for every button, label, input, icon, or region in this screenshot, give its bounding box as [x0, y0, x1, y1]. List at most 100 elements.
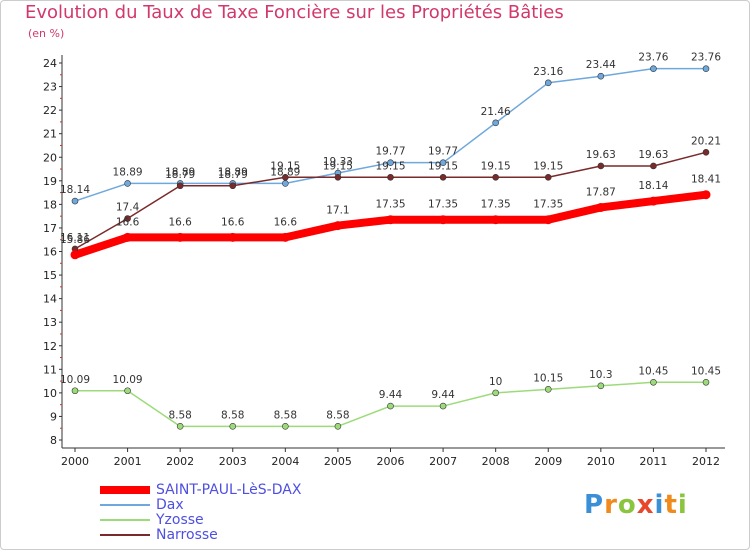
logo-letter: i: [654, 490, 665, 520]
logo-letter: r: [604, 490, 618, 520]
data-point-2: [544, 386, 552, 393]
data-point-1: [650, 65, 657, 72]
logo-letter: x: [636, 490, 655, 520]
legend-label-saint-paul: SAINT-PAUL-LèS-DAX: [156, 482, 302, 498]
data-label-0: 15.86: [60, 234, 90, 246]
data-point-3: [650, 162, 657, 170]
legend-swatch-narrosse: [100, 534, 150, 536]
legend-label-dax: Dax: [156, 497, 184, 513]
data-label-2: 10.15: [533, 372, 563, 384]
data-point-2: [71, 387, 79, 395]
y-tick-label: 11: [43, 363, 57, 376]
data-label-0: 17.87: [586, 186, 616, 198]
x-tick-label: 2000: [61, 455, 89, 468]
data-label-0: 16.6: [116, 216, 140, 228]
data-label-3: 17.4: [116, 202, 140, 214]
data-label-0: 16.6: [168, 216, 192, 228]
y-tick-label: 9: [50, 410, 57, 423]
data-point-0: [386, 215, 395, 225]
data-label-3: 19.15: [375, 160, 405, 172]
data-point-1: [492, 119, 499, 127]
data-label-3: 19.15: [533, 160, 563, 172]
x-tick-label: 2010: [587, 455, 615, 468]
data-point-0: [701, 190, 711, 200]
data-point-0: [175, 232, 185, 242]
legend-swatch-dax: [100, 504, 150, 506]
legend-swatch-yzosse: [100, 519, 150, 521]
data-point-1: [544, 79, 552, 87]
y-tick-label: 18: [43, 198, 57, 211]
data-point-2: [334, 423, 342, 430]
data-point-3: [544, 173, 552, 181]
data-point-0: [438, 215, 448, 225]
x-tick-label: 2012: [692, 455, 720, 468]
logo-letter: P: [584, 490, 605, 520]
data-point-2: [439, 402, 447, 410]
y-axis-unit-label: (en %): [28, 27, 65, 40]
data-point-1: [439, 159, 447, 166]
x-tick-label: 2005: [324, 455, 352, 468]
data-label-3: 20.21: [691, 135, 721, 147]
data-point-2: [229, 423, 237, 430]
data-point-3: [387, 173, 394, 181]
data-label-0: 17.35: [533, 199, 563, 211]
data-label-2: 10.3: [589, 369, 612, 381]
data-label-0: 16.6: [221, 216, 245, 228]
data-label-0: 18.41: [691, 174, 721, 186]
data-label-2: 8.58: [274, 409, 297, 421]
x-tick-label: 2011: [639, 455, 667, 468]
data-point-2: [387, 402, 394, 410]
data-point-1: [387, 159, 394, 166]
data-label-2: 10.09: [60, 374, 90, 386]
data-label-2: 8.58: [221, 409, 244, 421]
proxiti-logo: Proxiti: [584, 490, 688, 520]
data-label-3: 19.15: [270, 160, 300, 172]
data-point-0: [70, 250, 80, 260]
data-point-0: [333, 221, 343, 231]
x-tick-label: 2002: [166, 455, 194, 468]
data-label-3: 19.15: [323, 160, 353, 172]
logo-letter: i: [677, 490, 688, 520]
data-label-3: 19.63: [638, 149, 668, 161]
data-label-1: 18.89: [270, 166, 300, 178]
data-point-2: [597, 382, 605, 390]
data-point-3: [229, 182, 237, 190]
y-tick-label: 23: [43, 81, 57, 94]
y-tick-label: 15: [43, 269, 57, 282]
y-tick-label: 20: [43, 151, 57, 164]
data-label-1: 18.14: [60, 184, 90, 196]
data-label-3: 19.15: [428, 160, 458, 172]
data-label-0: 17.35: [375, 199, 405, 211]
data-label-3: 18.79: [165, 169, 195, 181]
data-point-1: [282, 180, 289, 187]
data-point-2: [124, 387, 131, 395]
data-point-0: [123, 232, 133, 242]
legend-label-narrosse: Narrosse: [156, 527, 218, 543]
y-tick-label: 8: [50, 434, 57, 447]
data-label-3: 19.63: [586, 149, 616, 161]
data-label-2: 10.45: [638, 365, 668, 377]
data-point-0: [228, 232, 238, 242]
data-point-2: [176, 423, 184, 430]
data-label-1: 23.44: [586, 59, 616, 71]
data-point-1: [702, 65, 710, 72]
data-label-0: 18.14: [638, 180, 668, 192]
data-label-2: 10: [489, 376, 502, 388]
data-label-3: 18.79: [218, 169, 248, 181]
data-point-2: [492, 389, 499, 397]
legend-swatch-saint-paul: [100, 486, 150, 494]
data-point-3: [282, 173, 289, 181]
data-label-0: 17.35: [428, 199, 458, 211]
x-tick-label: 2007: [429, 455, 457, 468]
data-point-3: [597, 162, 605, 170]
data-label-0: 17.1: [326, 205, 349, 217]
y-tick-label: 14: [43, 293, 57, 306]
y-tick-label: 10: [43, 387, 57, 400]
data-label-1: 19.77: [375, 146, 405, 158]
data-label-0: 16.6: [274, 216, 298, 228]
data-label-1: 23.76: [638, 52, 668, 64]
x-tick-label: 2003: [219, 455, 247, 468]
data-label-1: 21.46: [481, 106, 511, 118]
